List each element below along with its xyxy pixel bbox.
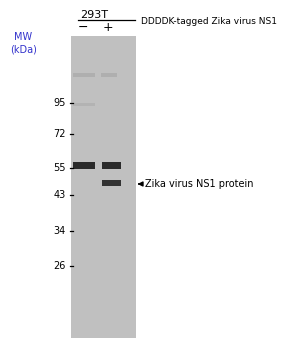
Text: Zika virus NS1 protein: Zika virus NS1 protein <box>145 179 254 189</box>
Text: −: − <box>78 21 88 34</box>
Text: DDDDK-tagged Zika virus NS1: DDDDK-tagged Zika virus NS1 <box>141 18 276 27</box>
Bar <box>101 73 117 77</box>
Text: MW: MW <box>14 33 33 43</box>
Bar <box>102 180 121 186</box>
Bar <box>73 73 95 77</box>
Bar <box>73 103 95 106</box>
Text: 26: 26 <box>53 261 66 271</box>
Text: (kDa): (kDa) <box>10 44 37 54</box>
Text: 34: 34 <box>53 226 66 236</box>
Text: 95: 95 <box>53 98 66 108</box>
Bar <box>71 36 136 338</box>
Text: 72: 72 <box>53 128 66 138</box>
Bar <box>102 162 121 169</box>
Text: 43: 43 <box>53 190 66 200</box>
Text: 293T: 293T <box>80 10 108 20</box>
Text: +: + <box>103 21 113 34</box>
Bar <box>73 162 95 169</box>
Text: 55: 55 <box>53 163 66 173</box>
